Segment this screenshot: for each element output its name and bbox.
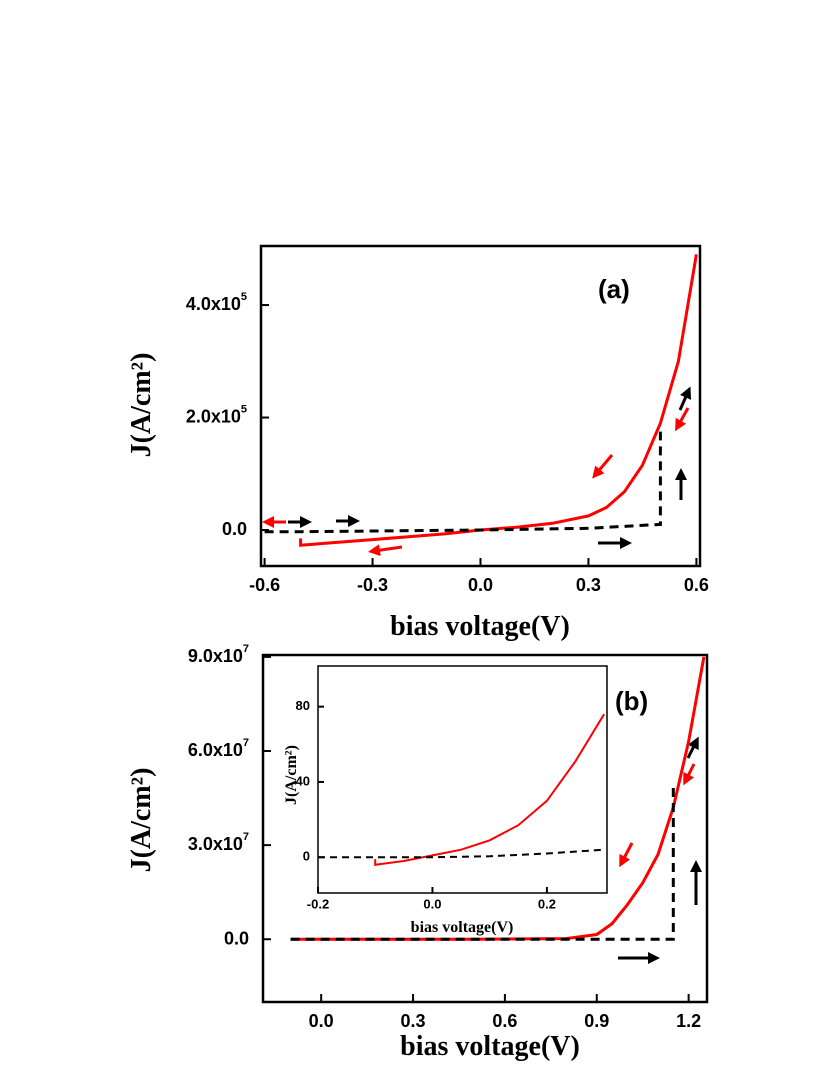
x-tick-label: 1.2 — [676, 1011, 701, 1031]
x-tick-label: -0.6 — [249, 575, 280, 595]
series-line — [318, 848, 605, 859]
plot-frame — [259, 244, 702, 568]
tick-label-base: 0.0 — [224, 928, 249, 948]
y-tick-label: 40 — [296, 773, 310, 788]
y-tick-label: 80 — [296, 698, 310, 713]
x-tick-label: 0.0 — [309, 1011, 334, 1031]
series-line — [299, 254, 698, 547]
tick-label-base: 4.0x10 — [186, 294, 241, 314]
tick-label-base: 2.0x10 — [186, 406, 241, 426]
tick-label-exp: 5 — [241, 403, 247, 415]
x-axis-label: bias voltage(V) — [411, 919, 514, 936]
series-line — [290, 782, 675, 941]
x-tick-label: 0.3 — [401, 1011, 426, 1031]
x-tick-label: 0.3 — [576, 575, 601, 595]
x-tick-label: 0.6 — [684, 575, 709, 595]
inset-bg — [318, 666, 607, 893]
y-axis-label: J(A/cm²) — [283, 745, 300, 805]
tick-label-exp: 7 — [243, 643, 249, 655]
x-tick-label: 0.6 — [492, 1011, 517, 1031]
x-axis-label: bias voltage(V) — [390, 611, 570, 642]
x-tick-label: 0.0 — [468, 575, 493, 595]
y-tick-label: 0.0 — [222, 519, 247, 539]
series-line — [264, 431, 662, 534]
tick-label-exp: 7 — [243, 737, 249, 749]
tick-label-base: 9.0x10 — [188, 646, 243, 666]
tick-label-base: 6.0x10 — [188, 740, 243, 760]
y-tick-label: 3.0x107 — [188, 831, 249, 854]
panel-label: (b) — [615, 686, 648, 716]
tick-label-exp: 7 — [243, 831, 249, 843]
y-tick-label: 4.0x105 — [186, 291, 247, 314]
y-tick-label: 0 — [303, 849, 310, 864]
panel-label: (a) — [598, 274, 630, 304]
y-tick-label: 6.0x107 — [188, 737, 249, 760]
y-tick-label: 0.0 — [224, 928, 249, 948]
plot-frame — [317, 665, 608, 894]
y-tick-label: 9.0x107 — [188, 643, 249, 666]
tick-label-base: 3.0x10 — [188, 834, 243, 854]
x-tick-label: 0.9 — [584, 1011, 609, 1031]
x-tick-label: -0.3 — [357, 575, 388, 595]
tick-label-base: 0.0 — [222, 519, 247, 539]
series-line — [374, 713, 605, 866]
y-axis-label: J(A/cm²) — [126, 768, 157, 873]
y-axis-label: J(A/cm²) — [126, 353, 157, 458]
tick-label-exp: 5 — [241, 291, 247, 303]
x-axis-label: bias voltage(V) — [400, 1031, 580, 1062]
y-tick-label: 2.0x105 — [186, 403, 247, 426]
plot-frame — [261, 653, 709, 1004]
x-tick-label: 0.0 — [423, 896, 441, 911]
x-tick-label: 0.2 — [538, 896, 556, 911]
x-tick-label: -0.2 — [307, 896, 329, 911]
